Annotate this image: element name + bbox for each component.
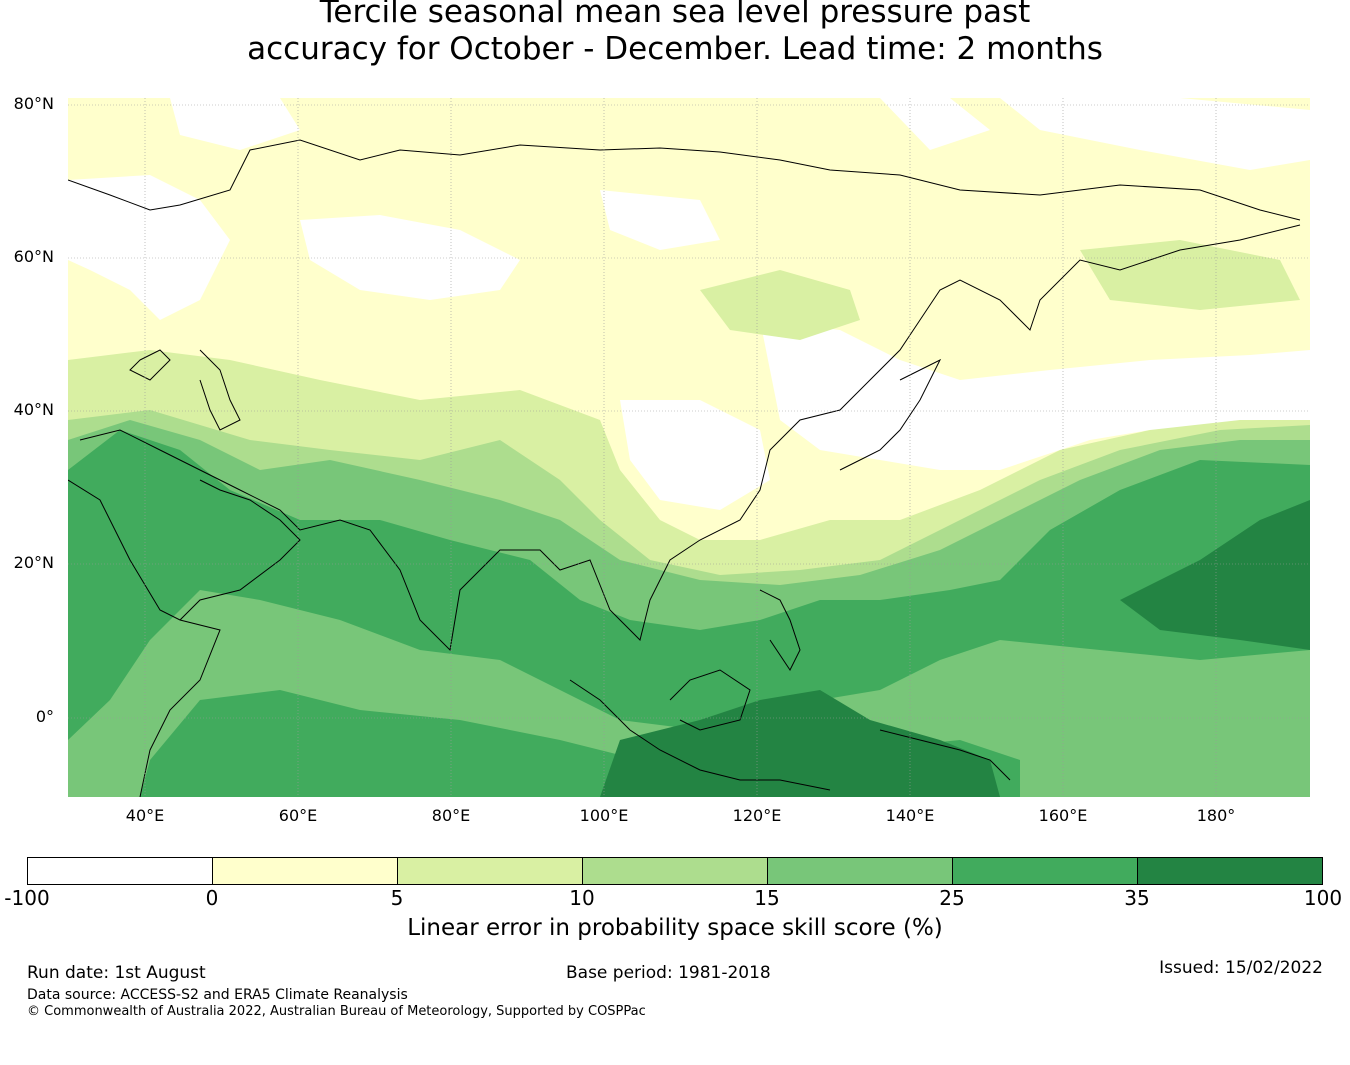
issued-date: Issued: 15/02/2022: [1159, 958, 1323, 978]
colorbar-tick: 100: [1303, 886, 1343, 910]
data-source: Data source: ACCESS-S2 and ERA5 Climate …: [27, 987, 408, 1003]
colorbar-swatch: [28, 858, 213, 884]
colorbar-tick: 35: [1124, 886, 1150, 910]
colorbar-tick: 0: [205, 886, 219, 910]
colorbar: [27, 857, 1323, 885]
lon-label: 120°E: [732, 806, 782, 825]
score-region-negative: [68, 175, 230, 320]
colorbar-swatch: [1138, 858, 1322, 884]
lon-label: 40°E: [125, 806, 165, 825]
score-region-negative: [300, 215, 520, 300]
lat-label: 20°N: [13, 553, 54, 572]
title-line-1: Tercile seasonal mean sea level pressure…: [319, 0, 1031, 30]
colorbar-label: Linear error in probability space skill …: [407, 915, 943, 941]
lon-label: 180°: [1196, 806, 1236, 825]
lat-label: 40°N: [13, 400, 54, 419]
lon-label: 160°E: [1038, 806, 1088, 825]
score-region-5-10: [1080, 240, 1300, 310]
colorbar-tick: -100: [4, 886, 50, 910]
lon-label: 140°E: [885, 806, 935, 825]
title-line-2: accuracy for October - December. Lead ti…: [247, 31, 1103, 67]
score-region-5-10: [700, 270, 860, 340]
coastlines: [68, 139, 1301, 797]
copyright: © Commonwealth of Australia 2022, Austra…: [27, 1004, 646, 1019]
colorbar-tick: 10: [569, 886, 595, 910]
colorbar-swatch: [213, 858, 398, 884]
score-region-15-25: [68, 420, 1310, 797]
score-region-negative: [620, 400, 770, 510]
gridlines: [68, 98, 1310, 797]
colorbar-swatch: [768, 858, 953, 884]
skill-score-map: [68, 98, 1310, 797]
base-period: Base period: 1981-2018: [566, 963, 771, 983]
run-date: Run date: 1st August: [27, 963, 206, 983]
lat-label: 60°N: [13, 247, 54, 266]
score-region-negative: [600, 190, 720, 250]
lon-label: 80°E: [431, 806, 471, 825]
score-region-negative: [1000, 98, 1310, 170]
score-region-35-100: [1120, 500, 1310, 650]
colorbar-tick: 5: [390, 886, 404, 910]
colorbar-swatch: [398, 858, 583, 884]
score-region-25-35: [68, 430, 1310, 740]
colorbar-tick: 15: [754, 886, 780, 910]
lon-label: 100°E: [579, 806, 629, 825]
lat-label: 0°: [35, 707, 54, 726]
lon-label: 60°E: [278, 806, 318, 825]
colorbar-swatch: [953, 858, 1138, 884]
lat-label: 80°N: [13, 94, 54, 113]
colorbar-tick: 25: [939, 886, 965, 910]
score-region-negative: [170, 98, 300, 150]
chart-title: Tercile seasonal mean sea level pressure…: [0, 0, 1350, 68]
colorbar-swatch: [583, 858, 768, 884]
score-region-negative: [880, 98, 990, 150]
